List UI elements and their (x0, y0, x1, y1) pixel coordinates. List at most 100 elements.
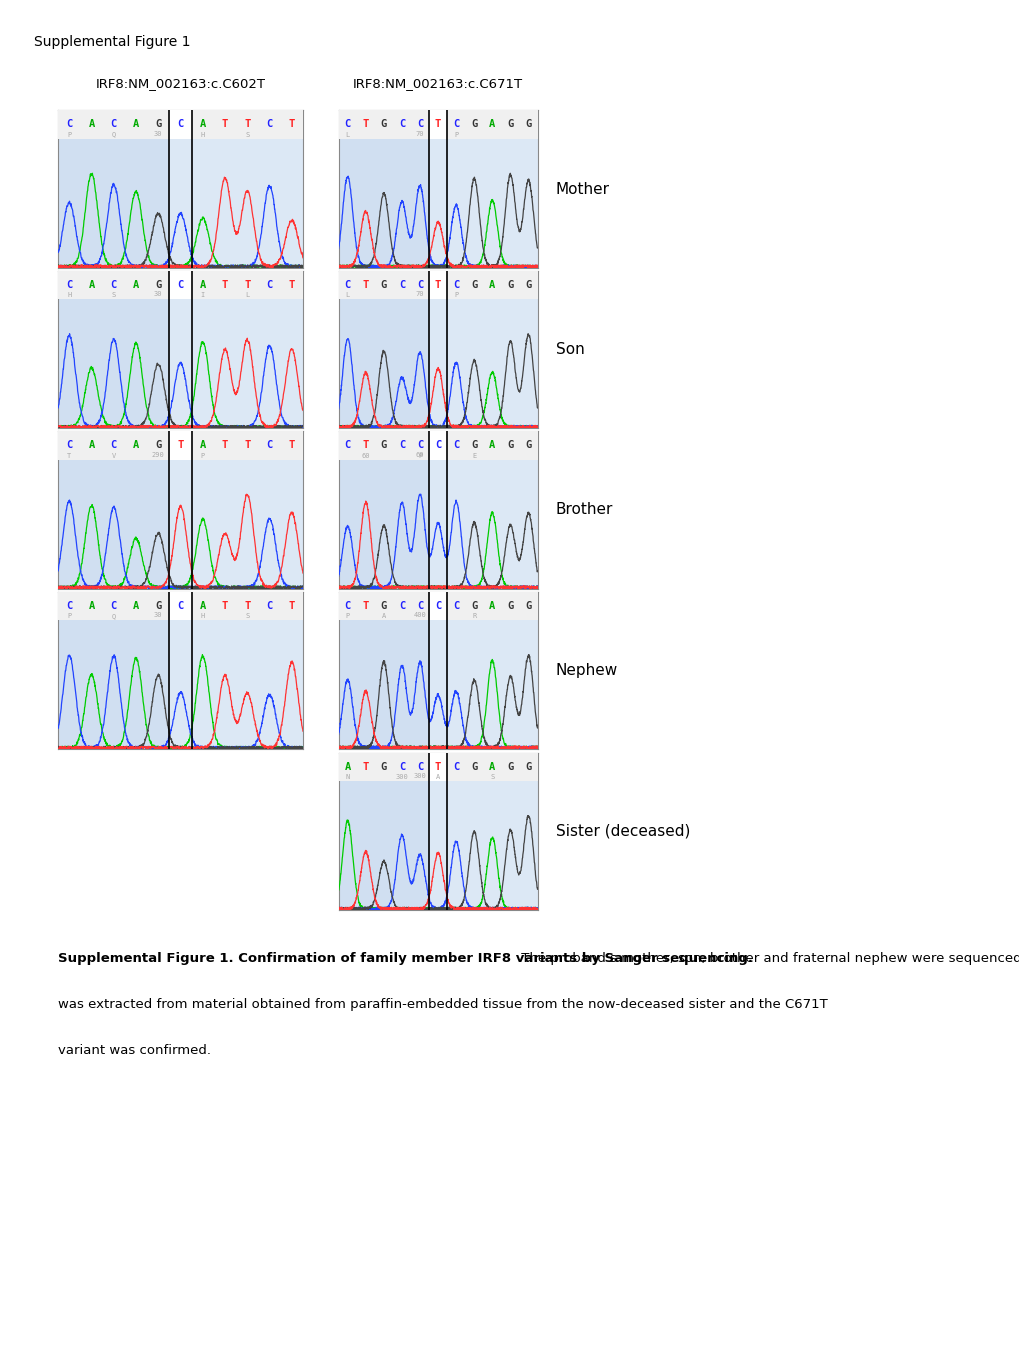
Text: G: G (380, 280, 386, 290)
Text: Son: Son (555, 341, 584, 358)
Text: G: G (525, 601, 531, 611)
Text: C: C (398, 601, 405, 611)
Bar (169, 271, 192, 299)
Bar (338, 271, 537, 299)
Text: C: C (417, 120, 423, 129)
Text: C: C (66, 280, 72, 290)
Text: H: H (67, 292, 71, 298)
Bar (58, 431, 303, 460)
Text: Supplemental Figure 1. Confirmation of family member IRF8 variants by Sanger seq: Supplemental Figure 1. Confirmation of f… (58, 952, 752, 966)
Text: 300: 300 (414, 774, 426, 779)
Text: IRF8:NM_002163:c.C671T: IRF8:NM_002163:c.C671T (353, 76, 523, 90)
Text: G: G (471, 280, 477, 290)
Text: P: P (201, 453, 205, 458)
Text: Brother: Brother (555, 502, 612, 518)
Text: T: T (244, 601, 251, 611)
Text: G: G (525, 280, 531, 290)
Text: Mother: Mother (555, 181, 609, 197)
Text: A: A (489, 441, 495, 450)
Text: T: T (434, 280, 441, 290)
Text: Q: Q (111, 613, 116, 619)
Text: T: T (222, 280, 228, 290)
Text: A: A (489, 762, 495, 771)
Bar (58, 592, 303, 620)
Text: C: C (452, 601, 459, 611)
Text: T: T (67, 453, 71, 458)
Bar (429, 781, 537, 910)
Text: A: A (132, 120, 139, 129)
Text: T: T (222, 441, 228, 450)
Bar (58, 299, 169, 428)
Text: C: C (452, 120, 459, 129)
Bar (338, 139, 429, 268)
Text: G: G (471, 601, 477, 611)
Bar (338, 781, 429, 910)
Text: S: S (111, 292, 116, 298)
Text: 300: 300 (395, 774, 408, 781)
Text: G: G (471, 441, 477, 450)
Text: T: T (244, 441, 251, 450)
Text: C: C (398, 120, 405, 129)
Bar (429, 110, 446, 139)
Text: C: C (110, 441, 117, 450)
Text: H: H (201, 132, 205, 137)
Bar (169, 299, 303, 428)
Text: 70: 70 (416, 291, 424, 298)
Text: C: C (417, 601, 423, 611)
Text: A: A (489, 120, 495, 129)
Bar (338, 460, 429, 589)
Text: 290: 290 (152, 452, 164, 458)
Text: C: C (266, 120, 272, 129)
Text: C: C (417, 280, 423, 290)
Text: A: A (132, 441, 139, 450)
Text: C: C (344, 120, 351, 129)
Text: Sister (deceased): Sister (deceased) (555, 824, 690, 839)
Text: IRF8:NM_002163:c.C602T: IRF8:NM_002163:c.C602T (96, 76, 265, 90)
Text: C: C (417, 762, 423, 771)
Text: C: C (66, 441, 72, 450)
Text: C: C (434, 601, 441, 611)
Bar (169, 431, 192, 460)
Text: G: G (380, 441, 386, 450)
Bar (338, 592, 537, 620)
Text: G: G (380, 601, 386, 611)
Text: C: C (266, 280, 272, 290)
Text: A: A (89, 601, 95, 611)
Text: A: A (132, 280, 139, 290)
Text: C: C (66, 601, 72, 611)
Text: S: S (245, 132, 250, 137)
Text: T: T (222, 120, 228, 129)
Text: Supplemental Figure 1: Supplemental Figure 1 (34, 35, 190, 49)
Text: T: T (363, 601, 369, 611)
Text: P: P (453, 132, 458, 137)
Bar (338, 110, 537, 139)
Text: C: C (452, 762, 459, 771)
Bar (169, 620, 303, 749)
Text: G: G (506, 120, 513, 129)
Text: T: T (288, 441, 294, 450)
Text: 70: 70 (416, 131, 424, 137)
Bar (169, 139, 303, 268)
Text: C: C (266, 441, 272, 450)
Text: A: A (489, 601, 495, 611)
Text: A: A (489, 280, 495, 290)
Text: was extracted from material obtained from paraffin-embedded tissue from the now-: was extracted from material obtained fro… (58, 998, 827, 1010)
Text: C: C (110, 601, 117, 611)
Text: G: G (380, 762, 386, 771)
Bar (169, 110, 192, 139)
Text: C: C (344, 441, 351, 450)
Bar (58, 460, 169, 589)
Text: H: H (201, 613, 205, 619)
Bar (58, 110, 303, 139)
Text: A: A (344, 762, 351, 771)
Text: L: L (345, 292, 350, 298)
Text: G: G (471, 120, 477, 129)
Text: A: A (89, 120, 95, 129)
Text: I: I (201, 292, 205, 298)
Bar (429, 271, 446, 299)
Text: C: C (398, 762, 405, 771)
Text: 30: 30 (154, 291, 162, 298)
Bar (338, 299, 429, 428)
Text: A: A (200, 120, 206, 129)
Text: T: T (434, 762, 441, 771)
